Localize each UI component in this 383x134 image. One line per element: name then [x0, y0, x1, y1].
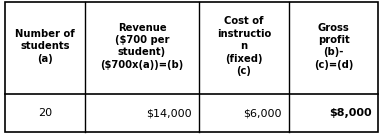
Text: Gross
profit
(b)-
(c)=(d): Gross profit (b)- (c)=(d): [314, 23, 353, 70]
Text: 20: 20: [38, 108, 52, 118]
Text: Cost of
instructio
n
(fixed)
(c): Cost of instructio n (fixed) (c): [217, 16, 271, 76]
Text: $14,000: $14,000: [146, 108, 192, 118]
Text: Number of
students
(a): Number of students (a): [15, 29, 75, 64]
Text: $6,000: $6,000: [243, 108, 282, 118]
Text: $8,000: $8,000: [329, 108, 372, 118]
Text: Revenue
($700 per
student)
($700x(a))=(b): Revenue ($700 per student) ($700x(a))=(b…: [100, 23, 183, 70]
